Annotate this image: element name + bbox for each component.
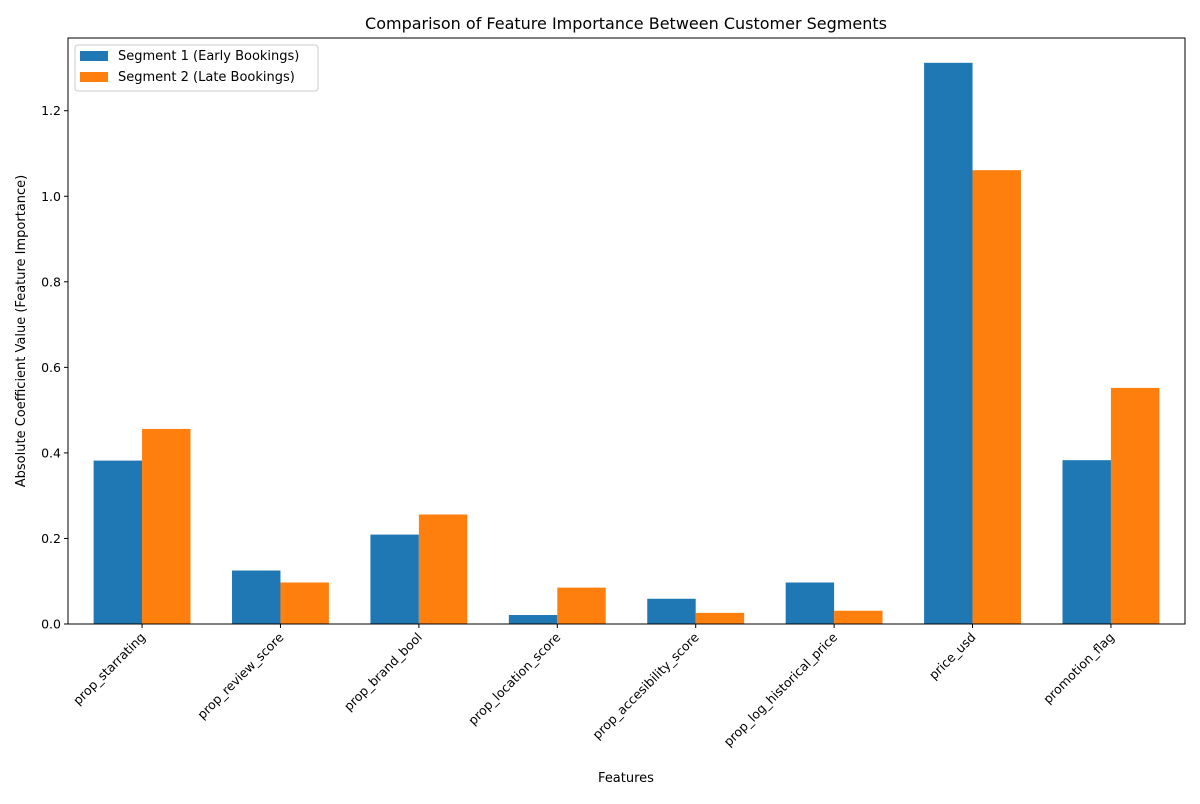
bar-1-promotion_flag — [1062, 460, 1111, 624]
legend: Segment 1 (Early Bookings) Segment 2 (Lat… — [74, 44, 319, 92]
bar-2-promotion_flag — [1110, 387, 1160, 624]
legend-box — [74, 44, 319, 92]
bar-2-prop_review_score — [280, 582, 329, 624]
bar-1-price_usd — [924, 62, 973, 625]
plot-frame — [67, 37, 1186, 625]
y-tick-label: 0.2 — [41, 531, 61, 546]
x-tick-label: promotion_flag — [1040, 630, 1117, 707]
x-tick-label: price_usd — [926, 630, 979, 683]
bars-group — [93, 62, 1160, 625]
y-axis-label: Absolute Coefficient Value (Feature Impo… — [14, 175, 29, 488]
bar-1-prop_location_score — [508, 615, 558, 624]
x-tick-label: prop_location_score — [465, 629, 564, 728]
x-axis: prop_starrating prop_review_score prop_bra… — [70, 624, 1117, 749]
y-axis: 0.0 0.2 0.4 0.6 0.8 1.0 1.2 — [41, 103, 68, 632]
x-tick-label: prop_review_score — [194, 629, 287, 722]
x-tick-label: prop_accesibility_score — [589, 629, 702, 742]
legend-swatch-1 — [80, 51, 108, 61]
y-tick-label: 1.0 — [41, 189, 61, 204]
legend-label-1: Segment 1 (Early Bookings) — [118, 49, 299, 64]
bar-1-prop_brand_bool — [370, 534, 419, 624]
legend-label-2: Segment 2 (Late Bookings) — [118, 70, 295, 85]
x-tick-label: prop_log_historical_price — [720, 629, 840, 749]
bar-1-prop_log_historical_price — [785, 582, 835, 624]
y-tick-label: 0.6 — [41, 360, 61, 375]
bar-1-prop_review_score — [232, 570, 281, 624]
x-tick-label: prop_starrating — [70, 630, 148, 708]
bar-2-prop_accesibility_score — [695, 612, 745, 624]
bar-2-prop_log_historical_price — [834, 610, 883, 624]
bar-2-prop_brand_bool — [418, 514, 468, 624]
bar-2-prop_starrating — [142, 428, 191, 624]
y-tick-label: 0.8 — [41, 274, 61, 289]
bar-2-prop_location_score — [557, 587, 606, 624]
y-tick-label: 0.0 — [41, 617, 61, 632]
y-tick-label: 0.4 — [41, 445, 61, 460]
bar-1-prop_starrating — [93, 460, 143, 624]
y-tick-label: 1.2 — [41, 103, 61, 118]
x-axis-label: Features — [598, 771, 654, 786]
bar-2-price_usd — [972, 170, 1021, 625]
chart-title: Comparison of Feature Importance Between… — [365, 14, 887, 33]
x-tick-label: prop_brand_bool — [341, 630, 425, 714]
legend-swatch-2 — [80, 72, 108, 82]
bar-1-prop_accesibility_score — [647, 598, 696, 624]
